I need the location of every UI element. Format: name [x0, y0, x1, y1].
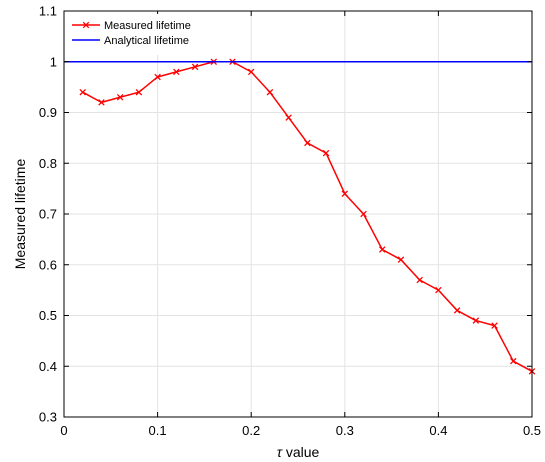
data-point-marker	[360, 210, 367, 218]
data-point-marker	[191, 63, 199, 71]
data-point-marker	[304, 139, 311, 147]
tick-labels: 0 0.1 0.2 0.3 0.4 0.5 0.3 0.4 0.5 0.6 0.7 0.8 0.9 1 1.…	[39, 4, 541, 439]
legend-marker	[82, 21, 90, 29]
marker-stroke	[285, 114, 292, 121]
marker-stroke	[453, 307, 461, 314]
x-axis-label: τ value	[277, 444, 320, 460]
marker-stroke	[416, 276, 423, 284]
data-point-marker	[322, 149, 330, 157]
y-tick-label: 0.8	[39, 156, 57, 171]
marker-stroke	[510, 357, 517, 365]
data-point-marker	[341, 190, 349, 197]
marker-stroke	[491, 322, 498, 329]
data-point-marker	[116, 94, 124, 101]
marker-stroke	[79, 88, 86, 96]
marker-stroke	[98, 99, 105, 106]
marker-stroke	[191, 63, 199, 71]
marker-stroke	[378, 246, 386, 253]
y-tick-label: 1	[50, 54, 57, 69]
marker-stroke	[435, 286, 442, 294]
marker-stroke	[247, 68, 255, 76]
legend-label: Measured lifetime	[104, 20, 191, 32]
marker-stroke	[304, 139, 311, 147]
x-axis-symbol: τ	[277, 444, 283, 460]
legend: Measured lifetime Analytical lifetime	[67, 14, 217, 55]
data-point-marker	[247, 68, 255, 76]
y-axis-label: Measured lifetime	[12, 159, 28, 270]
x-tick-label: 0	[60, 423, 67, 438]
marker-stroke	[154, 73, 161, 81]
x-axis-text: value	[282, 444, 320, 460]
data-point-marker	[453, 307, 461, 314]
data-point-marker	[416, 276, 423, 284]
series-line-1	[82, 61, 533, 372]
grid	[64, 11, 532, 417]
x-tick-label: 0.3	[336, 423, 354, 438]
y-tick-label: 0.6	[39, 257, 57, 272]
x-tick-label: 0.4	[429, 423, 447, 438]
marker-stroke	[116, 94, 124, 101]
marker-stroke	[266, 88, 274, 96]
data-point-marker	[435, 286, 442, 294]
series-layer	[64, 58, 536, 375]
axes-frame	[63, 10, 533, 418]
x-tick-label: 0.1	[149, 423, 167, 438]
data-point-marker	[135, 88, 143, 96]
data-point-marker	[266, 88, 274, 96]
y-tick-label: 0.5	[39, 308, 57, 323]
y-tick-label: 0.7	[39, 207, 57, 222]
marker-stroke	[173, 68, 180, 76]
y-tick-label: 0.3	[39, 410, 57, 425]
data-point-marker	[154, 73, 161, 81]
marker-stroke	[360, 210, 367, 218]
x-tick-label: 0.5	[523, 423, 541, 438]
data-point-marker	[285, 114, 292, 121]
y-tick-label: 0.4	[39, 359, 57, 374]
legend-entry: Measured lifetime	[72, 20, 191, 32]
legend-label: Analytical lifetime	[104, 35, 189, 47]
data-point-marker	[98, 99, 105, 106]
y-tick-label: 1.1	[39, 4, 57, 19]
marker-stroke	[397, 256, 405, 263]
data-point-marker	[378, 246, 386, 253]
marker-stroke	[135, 88, 143, 96]
data-point-marker	[510, 357, 517, 365]
y-tick-label: 0.9	[39, 105, 57, 120]
data-point-marker	[173, 68, 180, 76]
data-point-marker	[472, 317, 480, 324]
data-point-marker	[491, 322, 498, 329]
marker-stroke	[472, 317, 480, 324]
data-point-marker	[79, 88, 86, 96]
legend-entry: Analytical lifetime	[72, 35, 189, 47]
x-tick-label: 0.2	[242, 423, 260, 438]
data-point-marker	[397, 256, 405, 263]
marker-stroke	[322, 149, 330, 157]
marker-stroke	[341, 190, 349, 197]
legend-box	[67, 14, 217, 55]
